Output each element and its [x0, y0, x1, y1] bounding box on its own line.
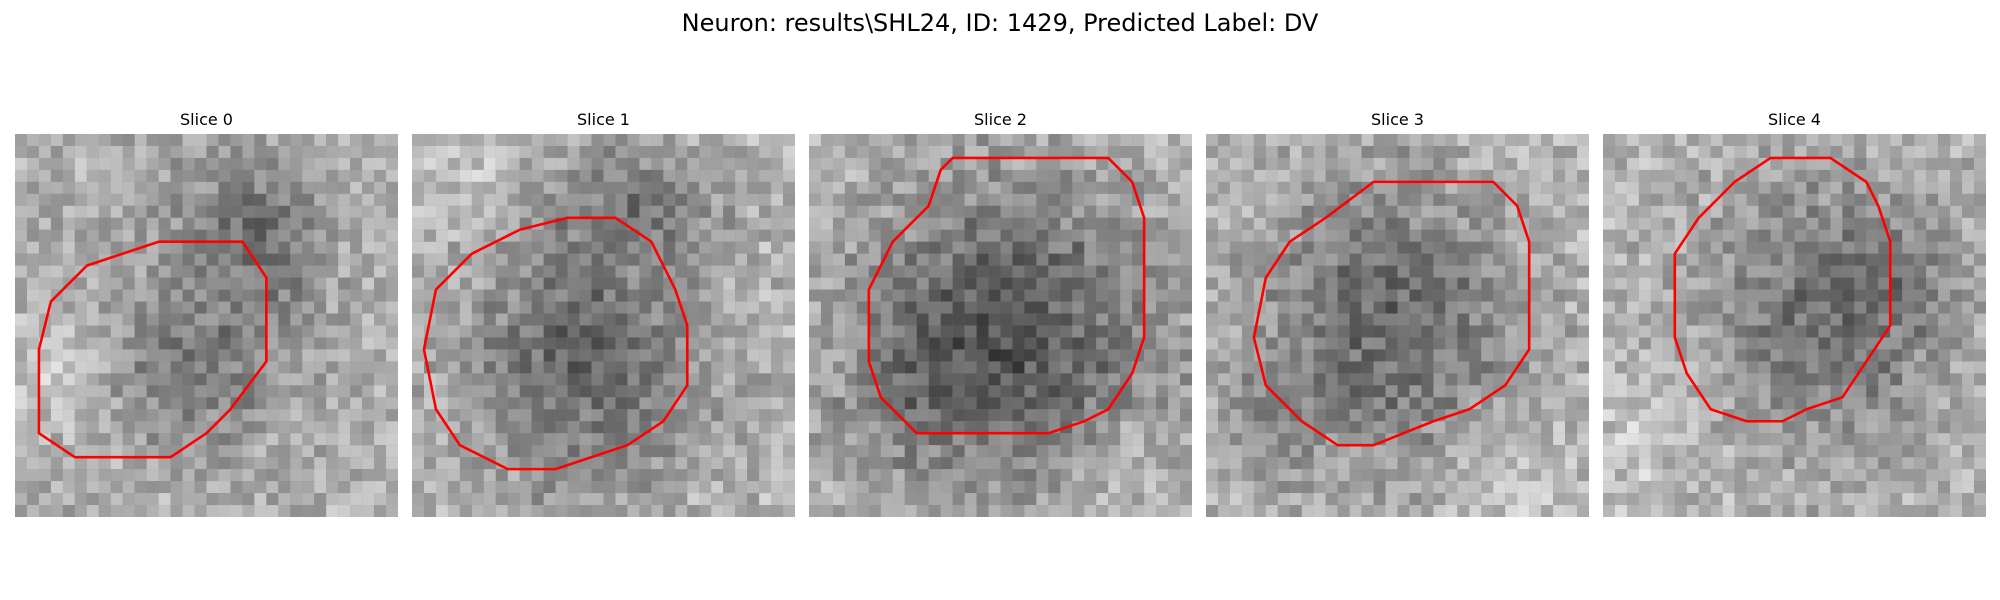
roi-contour-1: [422, 216, 689, 471]
microscopy-slice-image-0: [15, 134, 398, 517]
pixel-grid-1: [412, 134, 795, 517]
slice-title-0: Slice 0: [180, 110, 233, 129]
pixel-grid-0: [15, 134, 398, 517]
microscopy-slice-image-4: [1603, 134, 1986, 517]
roi-contour-2: [867, 156, 1146, 435]
roi-contour-4: [1673, 156, 1892, 423]
roi-contour-3: [1252, 180, 1531, 447]
slice-title-1: Slice 1: [577, 110, 630, 129]
pixel-grid-3: [1206, 134, 1589, 517]
microscopy-slice-image-2: [809, 134, 1192, 517]
slice-title-4: Slice 4: [1768, 110, 1821, 129]
slice-title-3: Slice 3: [1371, 110, 1424, 129]
slice-title-2: Slice 2: [974, 110, 1027, 129]
pixel-grid-4: [1603, 134, 1986, 517]
figure-title: Neuron: results\SHL24, ID: 1429, Predict…: [681, 9, 1319, 37]
microscopy-slice-image-1: [412, 134, 795, 517]
pixel-grid-2: [809, 134, 1192, 517]
roi-contour-0: [37, 240, 268, 459]
microscopy-slice-image-3: [1206, 134, 1589, 517]
